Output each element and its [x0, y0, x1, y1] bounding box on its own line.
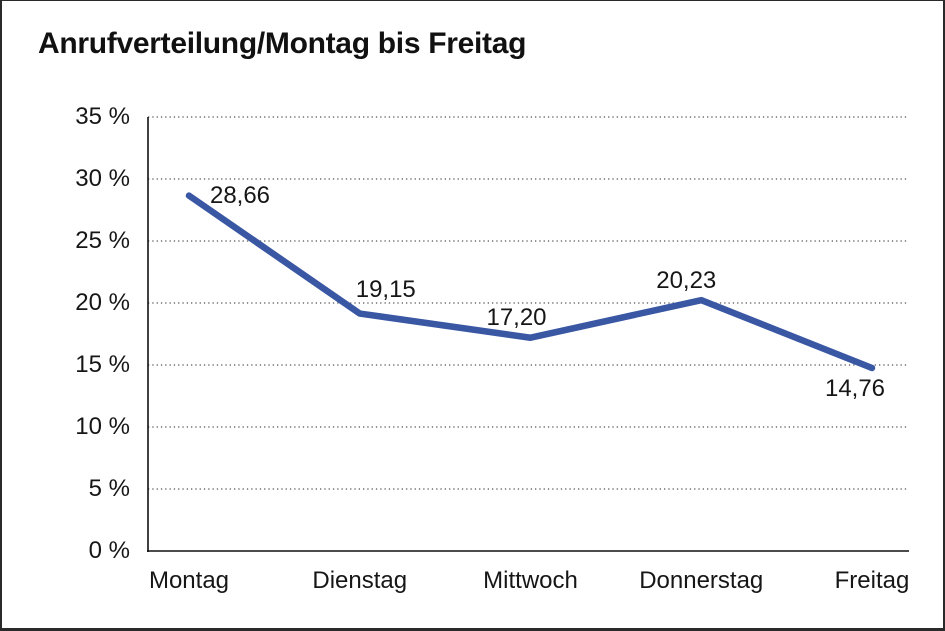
data-value-label: 19,15 — [355, 275, 416, 303]
x-category-label: Donnerstag — [639, 567, 764, 594]
y-tick-label: 10 % — [75, 413, 130, 440]
x-category-label: Mittwoch — [483, 567, 578, 594]
y-tick-label: 35 % — [75, 103, 130, 130]
data-value-label: 20,23 — [656, 267, 717, 295]
x-category-label: Freitag — [834, 567, 910, 594]
x-category-label: Dienstag — [312, 567, 408, 594]
data-value-label: 17,20 — [486, 303, 547, 331]
y-tick-label: 20 % — [75, 289, 130, 316]
chart-title: Anrufverteilung/Montag bis Freitag — [38, 27, 527, 60]
data-line — [185, 192, 876, 372]
y-tick-label: 30 % — [75, 165, 130, 192]
y-tick-label: 5 % — [88, 475, 130, 502]
y-tick-label: 25 % — [75, 227, 130, 254]
y-tick-label: 0 % — [88, 537, 130, 564]
x-category-label: Montag — [148, 567, 230, 594]
data-value-label: 14,76 — [824, 374, 886, 402]
y-tick-label: 15 % — [75, 351, 130, 378]
data-value-label: 28,66 — [209, 181, 271, 209]
